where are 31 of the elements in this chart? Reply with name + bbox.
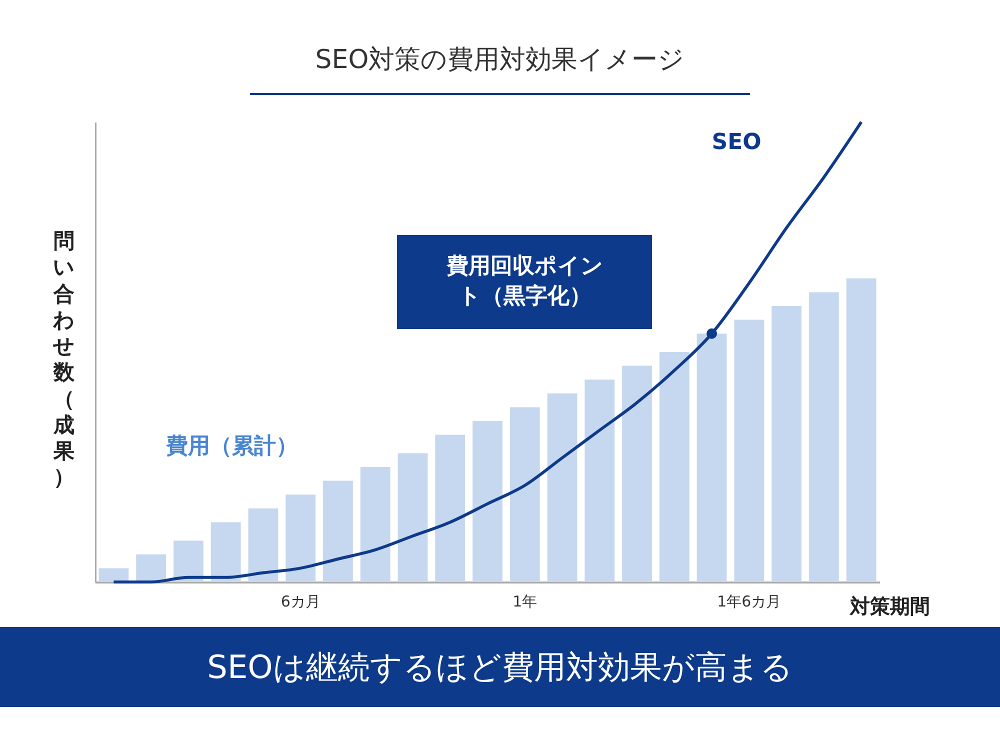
text: SEOは継続するほど費用対効果が高まる [0, 627, 1000, 707]
bar [622, 366, 652, 582]
bar [547, 393, 578, 582]
bar [98, 568, 129, 582]
bar [174, 540, 204, 582]
bar [772, 306, 802, 582]
bar [659, 352, 690, 582]
x-tick-label: 1年 [512, 592, 538, 610]
bar [360, 467, 390, 582]
bar [510, 407, 540, 582]
bar [210, 522, 241, 582]
text: SEO [712, 130, 762, 155]
bar [136, 554, 166, 582]
bar [808, 292, 839, 582]
text: 問い合わせ数（成果） [53, 229, 75, 490]
bar [846, 278, 876, 582]
bar [286, 494, 316, 582]
bar [696, 334, 727, 582]
bar [398, 453, 428, 582]
bar [435, 434, 466, 582]
x-tick-label: 1年6カ月 [717, 592, 782, 610]
bar [248, 508, 278, 582]
annotation: 費用回収ポイント（黒字化） [445, 253, 605, 311]
bar [323, 480, 353, 582]
x-axis-title: 対策期間 [850, 593, 930, 620]
series-label: 費用（累計） [164, 434, 298, 459]
bar [734, 320, 764, 582]
bar [472, 421, 502, 582]
x-tick-label: 6カ月 [280, 592, 320, 610]
chart-title: SEO対策の費用対効果イメージ [250, 42, 750, 95]
bar [584, 380, 615, 582]
